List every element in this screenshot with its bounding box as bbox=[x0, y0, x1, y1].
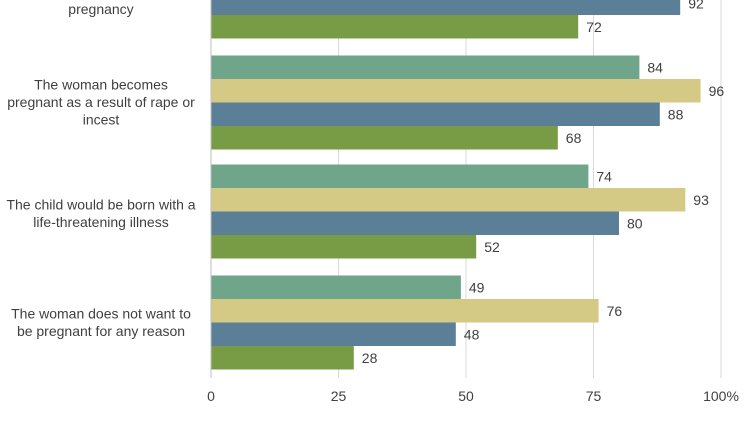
category-label: The child would be born with a bbox=[6, 196, 195, 212]
data-label: 28 bbox=[362, 350, 378, 366]
category-label: incest bbox=[83, 112, 120, 128]
bar bbox=[211, 102, 660, 126]
bar bbox=[211, 346, 354, 370]
x-tick-label: 100% bbox=[703, 388, 739, 404]
bar bbox=[211, 322, 456, 346]
data-label: 88 bbox=[668, 106, 684, 122]
bar bbox=[211, 15, 579, 39]
bar bbox=[211, 275, 461, 299]
bar bbox=[211, 126, 558, 150]
x-tick-label: 25 bbox=[331, 388, 347, 404]
data-label: 49 bbox=[469, 279, 485, 295]
data-label: 84 bbox=[647, 59, 663, 75]
data-label: 52 bbox=[484, 239, 500, 255]
category-label: The woman becomes bbox=[34, 77, 168, 93]
bar bbox=[211, 188, 686, 212]
data-label: 80 bbox=[627, 215, 643, 231]
category-label: The woman does not want to bbox=[11, 305, 191, 321]
bar bbox=[211, 299, 599, 323]
data-label: 74 bbox=[596, 168, 612, 184]
x-tick-label: 50 bbox=[458, 388, 474, 404]
bar bbox=[211, 211, 619, 235]
data-label: 48 bbox=[464, 326, 480, 342]
data-label: 72 bbox=[586, 19, 602, 35]
category-label: pregnant as a result of rape or bbox=[7, 94, 195, 110]
category-label: life-threatening illness bbox=[33, 214, 168, 230]
data-label: 76 bbox=[607, 303, 623, 319]
bar bbox=[211, 79, 701, 103]
data-label: 68 bbox=[566, 130, 582, 146]
category-label: pregnancy bbox=[68, 1, 133, 17]
x-tick-label: 0 bbox=[207, 388, 215, 404]
bar bbox=[211, 55, 640, 79]
data-label: 93 bbox=[693, 192, 709, 208]
x-tick-label: 75 bbox=[586, 388, 602, 404]
data-label: 96 bbox=[709, 83, 725, 99]
bar bbox=[211, 164, 589, 188]
bar bbox=[211, 0, 681, 15]
bar bbox=[211, 235, 477, 259]
data-label: 92 bbox=[688, 0, 704, 11]
category-label: be pregnant for any reason bbox=[17, 323, 185, 339]
